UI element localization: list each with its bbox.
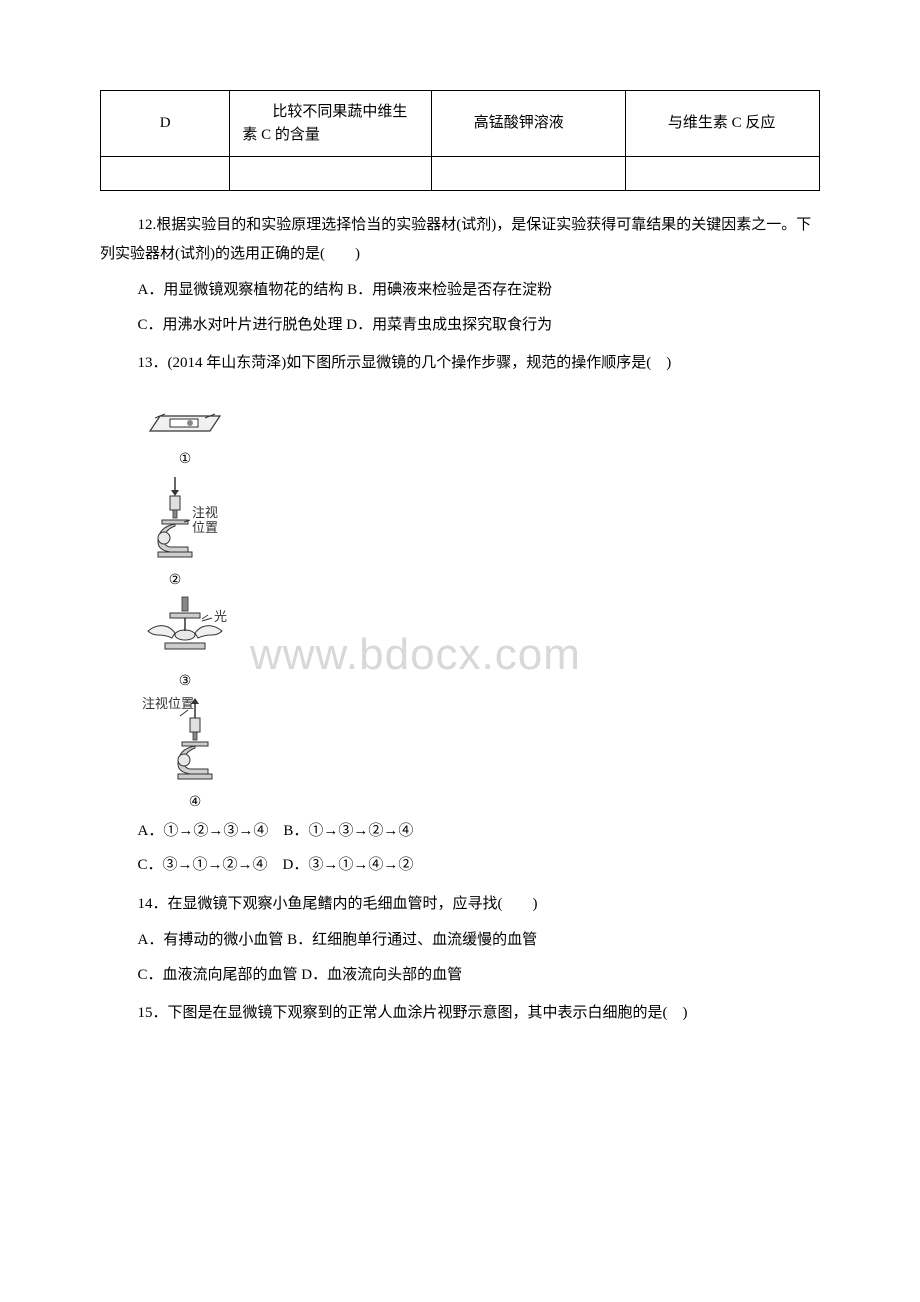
q12-options-cd: C．用沸水对叶片进行脱色处理 D．用菜青虫成虫探究取食行为 bbox=[100, 311, 820, 340]
step-number-2: ② bbox=[140, 572, 210, 589]
table-cell-reaction: 与维生素 C 反应 bbox=[625, 91, 819, 157]
microscope-light-icon: 光 bbox=[140, 593, 260, 668]
q13-options-ab: A．①→②→③→④ B．①→③→②→④ bbox=[100, 817, 820, 846]
step-number-4: ④ bbox=[140, 794, 250, 811]
figure-step-3: 光 ③ bbox=[140, 593, 820, 690]
q15-stem: 15．下图是在显微镜下观察到的正常人血涂片视野示意图，其中表示白细胞的是( ) bbox=[100, 999, 820, 1028]
table-cell bbox=[230, 157, 431, 191]
table-cell-option: D bbox=[101, 91, 230, 157]
table-cell bbox=[625, 157, 819, 191]
q12-stem-text: 12.根据实验目的和实验原理选择恰当的实验器材(试剂)，是保证实验获得可靠结果的… bbox=[100, 217, 811, 262]
svg-text:位置: 位置 bbox=[192, 520, 218, 535]
table-row-empty bbox=[101, 157, 820, 191]
q14-options-ab: A．有搏动的微小血管 B．红细胞单行通过、血流缓慢的血管 bbox=[100, 926, 820, 955]
step-number-3: ③ bbox=[140, 673, 230, 690]
q12-stem: 12.根据实验目的和实验原理选择恰当的实验器材(试剂)，是保证实验获得可靠结果的… bbox=[100, 211, 820, 268]
q13-stem: 13．(2014 年山东菏泽)如下图所示显微镜的几个操作步骤，规范的操作顺序是(… bbox=[100, 349, 820, 378]
document-content: D 比较不同果蔬中维生素 C 的含量 高锰酸钾溶液 与维生素 C 反应 12.根… bbox=[100, 90, 820, 1028]
table-cell-reagent: 高锰酸钾溶液 bbox=[431, 91, 625, 157]
table-cell-experiment: 比较不同果蔬中维生素 C 的含量 bbox=[230, 91, 431, 157]
experiment-table: D 比较不同果蔬中维生素 C 的含量 高锰酸钾溶液 与维生素 C 反应 bbox=[100, 90, 820, 191]
table-cell bbox=[431, 157, 625, 191]
label-view-position: 注视 bbox=[192, 505, 218, 520]
q13-figures: ① 注视 位置 ② bbox=[100, 386, 820, 811]
microscope-stage-icon bbox=[140, 386, 230, 446]
q14-stem: 14．在显微镜下观察小鱼尾鳍内的毛细血管时，应寻找( ) bbox=[100, 890, 820, 919]
figure-step-1: ① bbox=[140, 386, 820, 468]
figure-step-4: 注视位置 ④ bbox=[140, 694, 820, 811]
q12-options-ab: A．用显微镜观察植物花的结构 B．用碘液来检验是否存在淀粉 bbox=[100, 276, 820, 305]
figure-step-2: 注视 位置 ② bbox=[140, 472, 820, 589]
microscope-raise-icon: 注视位置 bbox=[140, 694, 260, 789]
microscope-lower-icon: 注视 位置 bbox=[140, 472, 260, 567]
q13-options-cd: C．③→①→②→④ D．③→①→④→② bbox=[100, 851, 820, 880]
table-cell bbox=[101, 157, 230, 191]
q15-stem-text: 15．下图是在显微镜下观察到的正常人血涂片视野示意图，其中表示白细胞的是( ) bbox=[138, 1005, 688, 1021]
q14-stem-text: 14．在显微镜下观察小鱼尾鳍内的毛细血管时，应寻找( ) bbox=[138, 896, 538, 912]
label-light: 光 bbox=[214, 609, 227, 624]
step-number-1: ① bbox=[140, 451, 230, 468]
q13-stem-text: 13．(2014 年山东菏泽)如下图所示显微镜的几个操作步骤，规范的操作顺序是(… bbox=[138, 355, 672, 371]
q14-options-cd: C．血液流向尾部的血管 D．血液流向头部的血管 bbox=[100, 961, 820, 990]
table-row: D 比较不同果蔬中维生素 C 的含量 高锰酸钾溶液 与维生素 C 反应 bbox=[101, 91, 820, 157]
label-view-position-2: 注视位置 bbox=[142, 696, 194, 711]
